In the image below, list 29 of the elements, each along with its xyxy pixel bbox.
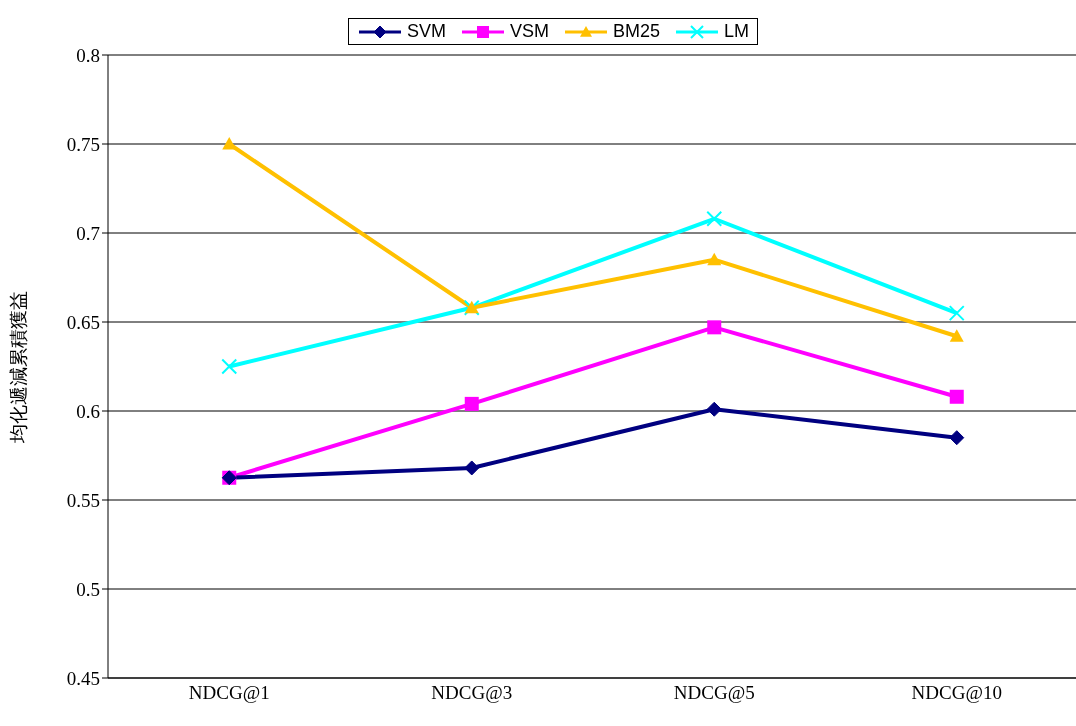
y-tick-label: 0.45	[66, 667, 100, 689]
y-tick-label: 0.75	[66, 133, 100, 155]
y-tick-label: 0.6	[76, 400, 100, 422]
y-tick-label: 0.8	[76, 44, 100, 66]
point	[706, 210, 723, 227]
y-tick-label: 0.7	[76, 222, 100, 244]
legend-label: VSM	[509, 21, 549, 42]
point	[948, 305, 965, 322]
point	[707, 252, 722, 266]
point	[949, 430, 965, 446]
y-tick-label: 0.5	[76, 578, 100, 600]
point	[464, 396, 479, 411]
x-tick-label: NDCG@5	[673, 682, 755, 704]
legend-label: LM	[724, 21, 750, 42]
point	[464, 460, 480, 476]
x-tick-label: NDCG@1	[188, 682, 270, 704]
point	[706, 401, 722, 417]
point	[222, 137, 237, 150]
y-axis-title: 均化遞減累積獲益	[7, 290, 29, 444]
point	[949, 389, 964, 404]
y-tick-label: 0.55	[66, 489, 100, 511]
y-tick-label: 0.65	[66, 311, 100, 333]
x-tick-label: NDCG@10	[911, 682, 1002, 704]
x-tick-label: NDCG@3	[431, 682, 513, 704]
point	[949, 329, 964, 342]
legend-label: BM25	[612, 21, 661, 42]
point	[707, 320, 722, 335]
point	[221, 358, 238, 375]
legend-label: SVM	[406, 21, 446, 42]
